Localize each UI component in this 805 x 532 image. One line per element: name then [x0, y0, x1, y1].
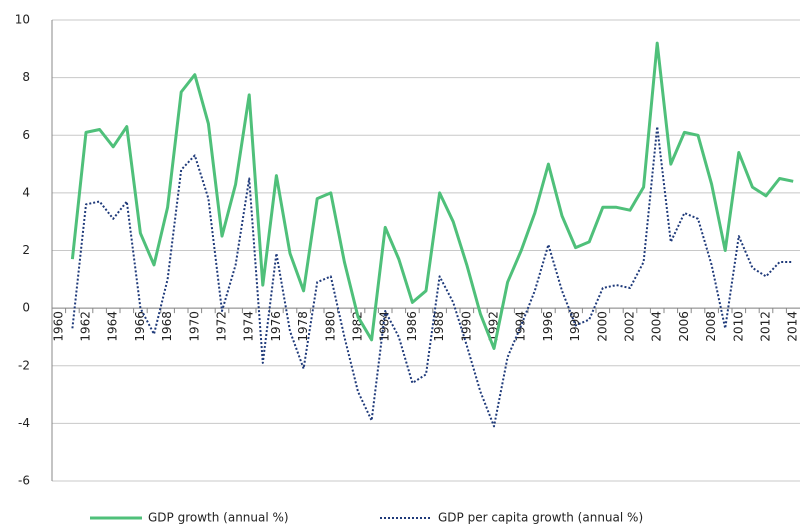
- y-tick-label: 8: [22, 70, 30, 84]
- y-tick-label: -4: [18, 416, 30, 430]
- x-tick-label: 2004: [650, 311, 664, 342]
- x-tick-label: 2000: [595, 311, 609, 342]
- y-tick-label: 2: [22, 243, 30, 257]
- x-tick-label: 1978: [296, 311, 310, 342]
- x-tick-label: 1974: [242, 311, 256, 342]
- x-tick-label: 1986: [405, 311, 419, 342]
- y-tick-label: -6: [18, 474, 30, 488]
- x-tick-label: 1998: [568, 311, 582, 342]
- line-series: [71, 125, 794, 428]
- x-tick-label: 1976: [269, 311, 283, 342]
- legend-label: GDP growth (annual %): [148, 511, 289, 525]
- y-tick-label: 0: [22, 301, 30, 315]
- x-tick-label: 1980: [323, 311, 337, 342]
- x-tick-label: 1972: [215, 311, 229, 342]
- x-tick-label: 1960: [51, 311, 65, 342]
- y-tick-label: 10: [15, 13, 30, 27]
- x-tick-label: 1990: [459, 311, 473, 342]
- x-tick-label: 2012: [759, 311, 773, 342]
- y-tick-label: 6: [22, 128, 30, 142]
- x-tick-label: 1968: [160, 311, 174, 342]
- x-tick-label: 1964: [106, 311, 120, 342]
- x-tick-label: 2008: [704, 311, 718, 342]
- legend-label: GDP per capita growth (annual %): [438, 511, 643, 525]
- x-tick-label: 2010: [731, 311, 745, 342]
- x-tick-label: 1982: [351, 311, 365, 342]
- x-tick-label: 1988: [432, 311, 446, 342]
- x-tick-label: 2006: [677, 311, 691, 342]
- x-tick-label: 1962: [79, 311, 93, 342]
- y-tick-label: 4: [22, 185, 30, 199]
- x-tick-label: 2002: [623, 311, 637, 342]
- line-series: [70, 41, 794, 350]
- x-tick-label: 2014: [786, 311, 800, 342]
- x-tick-label: 1996: [541, 311, 555, 342]
- y-tick-label: -2: [18, 358, 30, 372]
- x-tick-label: 1966: [133, 311, 147, 342]
- x-tick-label: 1970: [187, 311, 201, 342]
